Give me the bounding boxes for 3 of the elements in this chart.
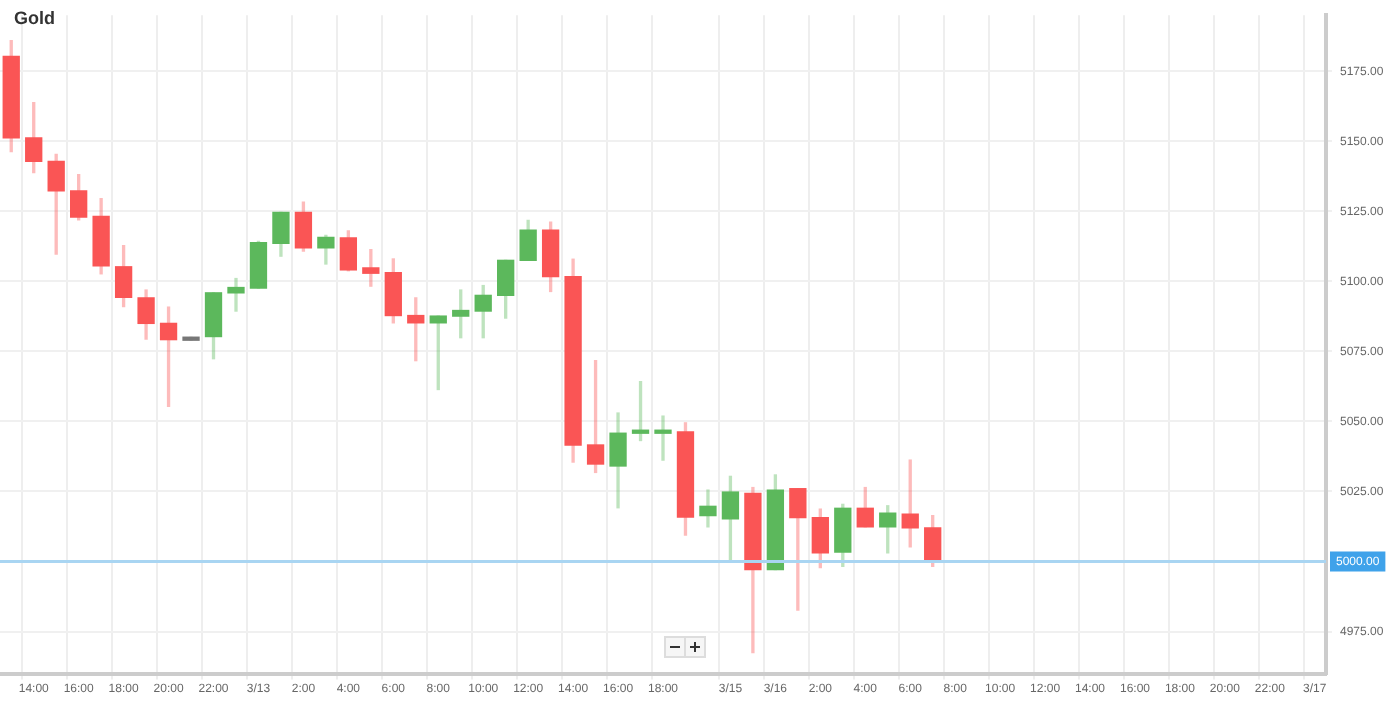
chart-title: Gold — [14, 8, 55, 28]
candlestick — [227, 277, 245, 312]
candlestick — [654, 415, 672, 461]
